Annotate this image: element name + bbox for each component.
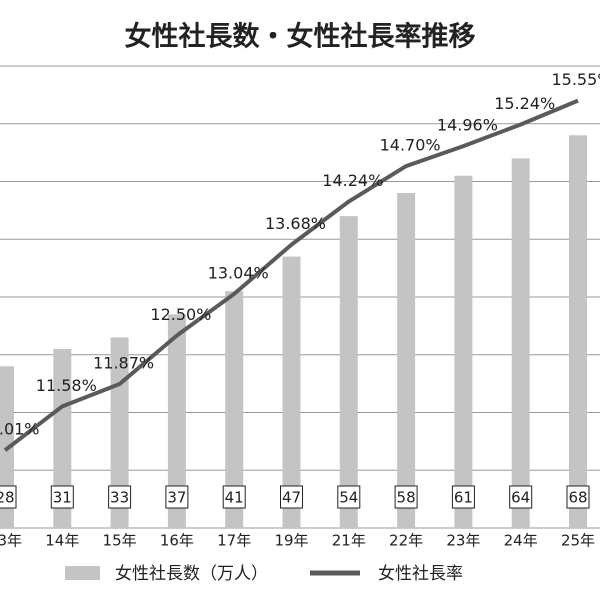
bar-value-label: 31 bbox=[53, 489, 72, 507]
line-value-label: 13.04% bbox=[208, 263, 269, 282]
value-box bbox=[50, 485, 74, 509]
value-box bbox=[222, 485, 246, 509]
value-box bbox=[337, 485, 361, 509]
value-box bbox=[509, 485, 533, 509]
line-value-label: 11.58% bbox=[36, 376, 97, 395]
bar bbox=[511, 158, 530, 528]
x-tick-label: 14年 bbox=[45, 532, 79, 550]
value-box bbox=[108, 485, 132, 509]
line-value-label: 13.68% bbox=[265, 214, 326, 233]
bar bbox=[167, 314, 186, 528]
value-box bbox=[165, 485, 189, 509]
bar bbox=[569, 135, 587, 529]
bar-value-label: 41 bbox=[225, 489, 244, 507]
x-tick-label: 19年 bbox=[274, 532, 308, 550]
x-tick-label: 17年 bbox=[217, 532, 251, 550]
value-box bbox=[0, 485, 17, 509]
value-box bbox=[394, 485, 418, 509]
value-box bbox=[280, 485, 303, 509]
bar-value-label: 58 bbox=[397, 489, 416, 507]
x-tick-label: 24年 bbox=[504, 532, 538, 550]
x-tick-label: 23年 bbox=[446, 532, 480, 550]
line-value-label: 15.24% bbox=[494, 94, 555, 113]
legend-swatch bbox=[65, 566, 100, 580]
bar-value-label: 33 bbox=[110, 489, 129, 507]
legend-label: 女性社長数（万人） bbox=[115, 564, 268, 584]
bar bbox=[397, 193, 416, 529]
line-value-label: 15.55% bbox=[551, 70, 600, 89]
line-value-label: 11.87% bbox=[93, 354, 154, 373]
line-value-label: 11.01% bbox=[0, 420, 40, 439]
legend-label: 女性社長率 bbox=[378, 564, 463, 584]
x-tick-label: 13年 bbox=[0, 532, 22, 550]
x-tick-label: 15年 bbox=[103, 532, 137, 550]
x-tick-label: 22年 bbox=[389, 532, 423, 550]
x-tick-label: 16年 bbox=[160, 532, 194, 550]
line bbox=[3, 98, 579, 452]
value-box bbox=[451, 485, 475, 509]
x-tick-label: 21年 bbox=[332, 532, 366, 550]
bar-value-label: 64 bbox=[511, 489, 530, 507]
bar-value-label: 68 bbox=[568, 489, 587, 507]
bar-value-label: 28 bbox=[0, 489, 15, 507]
bar-value-label: 61 bbox=[454, 489, 473, 507]
line-value-label: 14.70% bbox=[380, 136, 441, 155]
x-tick-label: 25年 bbox=[561, 532, 595, 550]
bar-value-label: 54 bbox=[339, 489, 358, 507]
chart-title: 女性社長数・女性社長率推移 bbox=[125, 21, 476, 53]
bar bbox=[282, 256, 301, 528]
bar-value-label: 37 bbox=[167, 489, 186, 507]
bar bbox=[454, 175, 473, 528]
line-value-label: 12.50% bbox=[150, 305, 211, 324]
value-box bbox=[566, 485, 590, 509]
bar bbox=[339, 216, 358, 528]
line-value-label: 14.24% bbox=[322, 171, 383, 190]
bar-value-label: 47 bbox=[282, 489, 301, 507]
bar bbox=[225, 291, 244, 528]
bar bbox=[53, 348, 72, 528]
line-value-label: 14.96% bbox=[437, 116, 498, 135]
